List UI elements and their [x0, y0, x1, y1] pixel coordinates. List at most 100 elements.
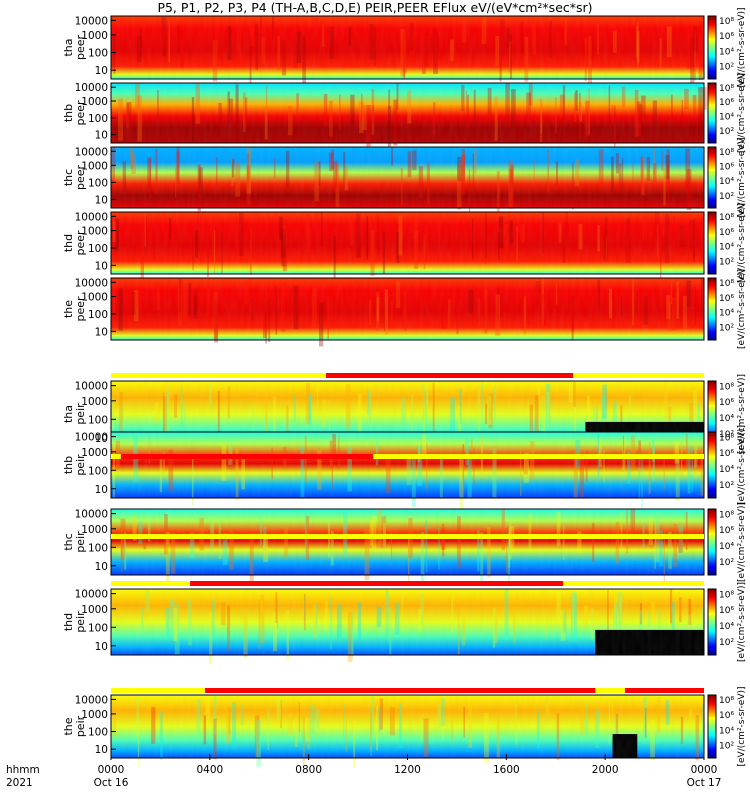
x-tick-label: 1200 [394, 764, 421, 776]
y-tick-label: 100 [88, 113, 108, 125]
x-start-date: Oct 16 [94, 777, 129, 789]
x-tick-label: 0000 [691, 764, 718, 776]
y-tick-label: 1000 [81, 226, 108, 238]
colorbar-tick-label: 10⁸ [719, 510, 734, 520]
mode-bar-thb-peir [111, 534, 704, 539]
y-tick-label: 10000 [75, 509, 108, 521]
panel-thb-peer: 10 100 1000 10000 thbpeer 10⁸ 10⁶ 10⁴ 10² [eV/(cm… [62, 73, 747, 153]
mode-bar-the-peer [111, 373, 704, 378]
colorbar-tick-label: 10² [719, 481, 734, 491]
panel-frame [110, 146, 705, 209]
x-tick-label: 0000 [98, 764, 125, 776]
colorbar-tick-label: 10⁴ [719, 113, 734, 123]
x-tick-label: 0400 [196, 764, 223, 776]
y-tick-label: 10 [95, 326, 108, 338]
panel-frame [110, 15, 705, 80]
panel-label: thcpeer [62, 165, 87, 191]
colorbar-tick-label: 10⁴ [719, 542, 734, 552]
y-tick-label: 10000 [75, 146, 108, 158]
colorbar-label: [eV/(cm²-s-sr-eV)] [737, 269, 747, 349]
panel-thd-peir: 10 100 1000 10000 thdpeir 10⁸ 10⁶ 10⁴ 10² [eV/(cm… [62, 582, 747, 664]
mode-bar-thd-peir [111, 688, 704, 693]
colorbar-tick-label: 10⁶ [719, 711, 734, 721]
colorbar-tick-label: 10² [719, 62, 734, 72]
colorbar-tick-label: 10⁶ [719, 228, 734, 238]
mode-bar-segment [325, 373, 574, 378]
colorbar [707, 588, 717, 656]
colorbar-tick-label: 10⁶ [719, 32, 734, 42]
mode-bar-tha-peir [111, 454, 704, 459]
y-tick-label: 10 [95, 194, 108, 206]
colorbar [707, 146, 717, 209]
y-tick-label: 10000 [75, 432, 108, 444]
x-end-date: Oct 17 [687, 777, 722, 789]
y-tick-label: 10000 [75, 15, 108, 27]
panel-frame [110, 588, 705, 656]
colorbar-tick-label: 10² [719, 430, 734, 440]
colorbar-tick-label: 10⁶ [719, 398, 734, 408]
y-tick-label: 100 [88, 177, 108, 189]
colorbar-tick-label: 10⁴ [719, 309, 734, 319]
colorbar-tick-label: 10² [719, 192, 734, 202]
mode-bar-segment [111, 454, 121, 459]
y-tick-label: 10 [95, 130, 108, 142]
panel-thc-peir: 10 100 1000 10000 thcpeir 10⁸ 10⁶ 10⁴ 10² [eV/(cm… [62, 502, 747, 586]
colorbar-tick-label: 10⁴ [719, 622, 734, 632]
colorbar-tick-label: 10⁸ [719, 213, 734, 223]
colorbar-label: [eV/(cm²-s-sr-eV)] [737, 582, 747, 662]
colorbar-label: [eV/(cm²-s-sr-eV)] [737, 425, 747, 505]
y-tick-label: 10000 [75, 381, 108, 393]
y-tick-label: 10 [95, 561, 108, 573]
colorbar-label: [eV/(cm²-s-sr-eV)] [737, 686, 747, 766]
mode-bar-segment [190, 581, 564, 586]
panel-label: thapeer [62, 35, 87, 61]
y-tick-label: 1000 [81, 524, 108, 536]
y-tick-label: 100 [88, 414, 108, 426]
panel-label: thcpeir [62, 531, 87, 553]
colorbar-tick-label: 10⁸ [719, 279, 734, 289]
colorbar-tick-label: 10² [719, 558, 734, 568]
y-tick-label: 1000 [81, 396, 108, 408]
mode-bar-segment [111, 688, 205, 693]
colorbar-tick-label: 10² [719, 258, 734, 268]
x-tick-label: 0800 [295, 764, 322, 776]
panel-frame [110, 277, 705, 341]
colorbar-tick-label: 10⁶ [719, 606, 734, 616]
panel-label: thepeer [62, 296, 87, 322]
mode-bar-segment [111, 534, 373, 539]
mode-bar-segment [120, 454, 373, 459]
colorbar-tick-label: 10⁸ [719, 433, 734, 443]
panel-the-peer: 10 100 1000 10000 thepeer 10⁸ 10⁶ 10⁴ 10² [eV/(cm… [62, 269, 747, 349]
panel-thc-peer: 10 100 1000 10000 thcpeer 10⁸ 10⁶ 10⁴ 10² [eV/(cm… [62, 137, 747, 217]
colorbar-tick-label: 10⁸ [719, 148, 734, 158]
y-tick-label: 10 [95, 433, 108, 445]
mode-bar-segment [111, 581, 191, 586]
colorbar-tick-label: 10⁴ [719, 47, 734, 57]
colorbar [707, 277, 717, 341]
colorbar [707, 508, 717, 576]
colorbar-tick-label: 10⁸ [719, 590, 734, 600]
colorbar-label: [eV/(cm²-s-sr-eV)] [737, 137, 747, 217]
colorbar-tick-label: 10⁶ [719, 98, 734, 108]
colorbar [707, 694, 717, 759]
colorbar-tick-label: 10⁸ [719, 696, 734, 706]
x-tick-label: 2000 [592, 764, 619, 776]
y-tick-label: 100 [88, 465, 108, 477]
panel-label: thapeir [62, 403, 87, 425]
y-tick-label: 100 [88, 309, 108, 321]
colorbar [707, 211, 717, 275]
panel-label: thdpeir [62, 611, 87, 633]
y-tick-label: 1000 [81, 709, 108, 721]
y-tick-label: 10 [95, 65, 108, 77]
colorbar [707, 431, 717, 499]
y-tick-label: 10 [95, 744, 108, 756]
y-tick-label: 10000 [75, 694, 108, 706]
x-row-label: hhmm [6, 764, 40, 776]
y-tick-label: 10000 [75, 277, 108, 289]
colorbar-tick-label: 10⁸ [719, 84, 734, 94]
panel-label: thbpeer [62, 100, 87, 126]
panel-frame [110, 508, 705, 576]
chart-title-text: P5, P1, P2, P3, P4 (TH-A,B,C,D,E) PEIR,P… [157, 0, 593, 15]
